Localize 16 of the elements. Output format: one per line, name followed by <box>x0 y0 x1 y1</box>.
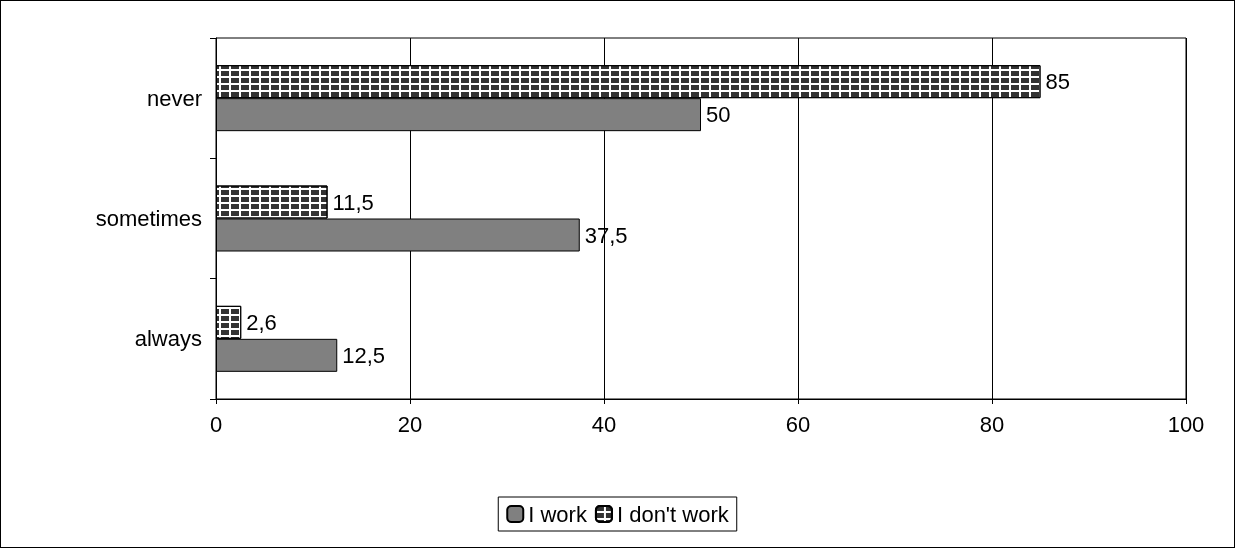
x-tick-label: 0 <box>209 411 223 437</box>
x-tick-label: 60 <box>785 411 811 437</box>
x-tick-label: 20 <box>397 411 423 437</box>
y-tick-label: always <box>134 326 202 352</box>
x-tick-label: 100 <box>1167 411 1205 437</box>
data-label: 85 <box>1045 69 1070 95</box>
legend-label: I don't work <box>616 501 730 527</box>
x-tick-label: 40 <box>591 411 617 437</box>
data-label: 11,5 <box>332 189 374 215</box>
data-label: 2,6 <box>246 309 277 335</box>
y-tick-label: never <box>146 85 202 111</box>
x-tick-label: 80 <box>979 411 1005 437</box>
y-tick-label: sometimes <box>95 206 202 231</box>
data-label: 50 <box>706 102 731 128</box>
data-label: 12,5 <box>342 342 386 368</box>
legend-label: I work <box>528 501 588 527</box>
